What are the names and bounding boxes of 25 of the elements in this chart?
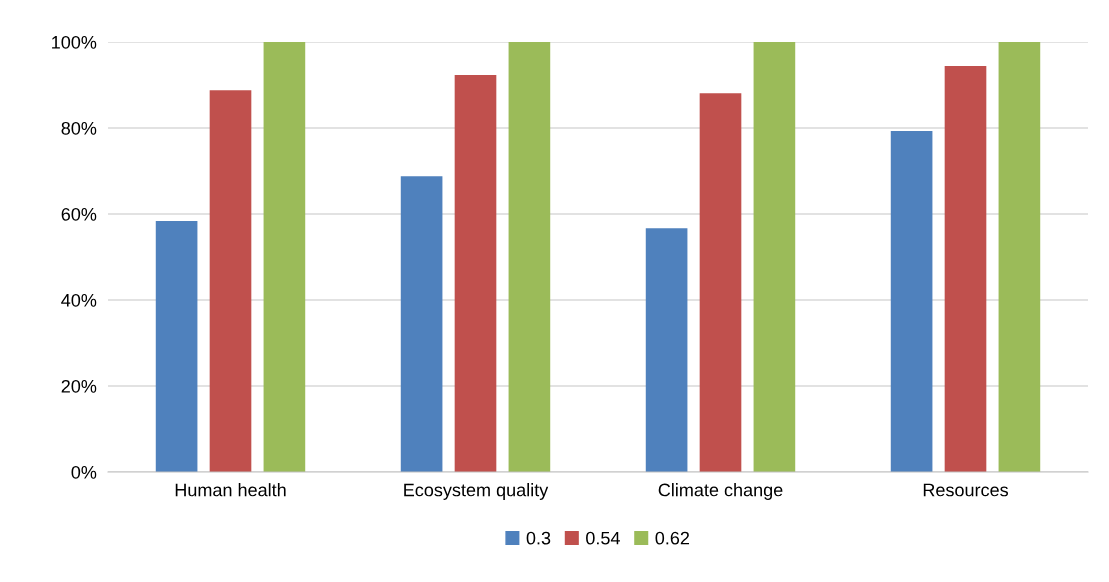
bar (944, 66, 987, 472)
legend-label: 0.62 (655, 531, 690, 545)
bar (155, 220, 198, 472)
legend-label: 0.3 (526, 531, 551, 545)
bar (400, 176, 443, 472)
bar (699, 93, 742, 472)
y-tick-label: 60% (61, 207, 97, 221)
x-tick-label: Human health (175, 483, 286, 497)
x-tick-label: Ecosystem quality (404, 483, 549, 500)
bar (890, 131, 933, 472)
y-tick-label: 0% (71, 465, 97, 479)
bar (753, 42, 796, 472)
x-tick-label: Climate change (658, 483, 783, 500)
y-tick-label: 80% (61, 121, 97, 135)
bar (263, 42, 306, 472)
legend-label: 0.54 (586, 531, 620, 545)
bar (209, 90, 252, 472)
bar (998, 42, 1041, 472)
y-tick-label: 20% (61, 379, 97, 393)
bar (645, 228, 688, 472)
y-tick-label: 40% (61, 293, 97, 307)
bar (508, 42, 551, 472)
x-tick-label: Resources (923, 483, 1008, 497)
bar (454, 75, 497, 472)
y-tick-label: 100% (52, 35, 97, 49)
